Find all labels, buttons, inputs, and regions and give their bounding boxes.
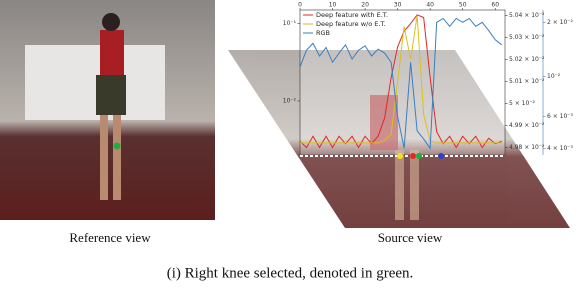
x-tick-label: 20 bbox=[361, 2, 369, 9]
x-tick-label: 60 bbox=[491, 2, 499, 9]
legend-label: Deep feature with E.T. bbox=[316, 11, 388, 19]
point-blue bbox=[438, 153, 444, 159]
x-tick-label: 40 bbox=[426, 2, 434, 9]
y-tick-label: 10⁻² bbox=[283, 97, 297, 104]
series-line bbox=[299, 17, 503, 150]
y-tick-label: 10⁻¹ bbox=[283, 20, 297, 27]
y2-tick-label: 5.02 × 10⁻² bbox=[509, 56, 545, 63]
x-tick-label: 10 bbox=[329, 2, 337, 9]
y2-tick-label: 5.03 × 10⁻² bbox=[509, 34, 545, 41]
legend-label: RGB bbox=[316, 29, 330, 37]
series-line bbox=[300, 15, 502, 144]
reference-caption: Reference view bbox=[69, 230, 151, 245]
y2-tick-label: 4.99 × 10⁻² bbox=[509, 122, 545, 129]
source-photo bbox=[228, 50, 570, 228]
chart: 0 10 20 30 40 50 60 10⁻¹ 10⁻² 5.04 × 10⁻² 5.03 × 1… bbox=[283, 2, 573, 156]
reference-photo bbox=[0, 0, 215, 220]
y3-tick-label: 10⁻² bbox=[547, 73, 561, 80]
y3-tick-label: 4 × 10⁻³ bbox=[547, 145, 573, 152]
y2-tick-label: 4.98 × 10⁻² bbox=[509, 144, 545, 151]
x-tick-label: 30 bbox=[394, 2, 402, 9]
point-green bbox=[416, 153, 422, 159]
y3-tick-label: 6 × 10⁻³ bbox=[547, 113, 573, 120]
y2-tick-label: 5.04 × 10⁻² bbox=[509, 12, 545, 19]
y2-tick-label: 5.01 × 10⁻² bbox=[509, 78, 545, 85]
y2-tick-label: 5 × 10⁻² bbox=[509, 100, 535, 107]
source-caption: Source view bbox=[378, 230, 443, 245]
figure-caption: (i) Right knee selected, denoted in gree… bbox=[167, 265, 414, 281]
point-red bbox=[410, 153, 416, 159]
x-tick-label: 50 bbox=[459, 2, 467, 9]
legend-label: Deep feature w/o E.T. bbox=[316, 20, 386, 28]
y3-tick-label: 2 × 10⁻² bbox=[547, 19, 573, 26]
plot-area bbox=[300, 10, 505, 155]
point-yellow bbox=[397, 153, 403, 159]
x-tick-label: 0 bbox=[298, 2, 302, 9]
